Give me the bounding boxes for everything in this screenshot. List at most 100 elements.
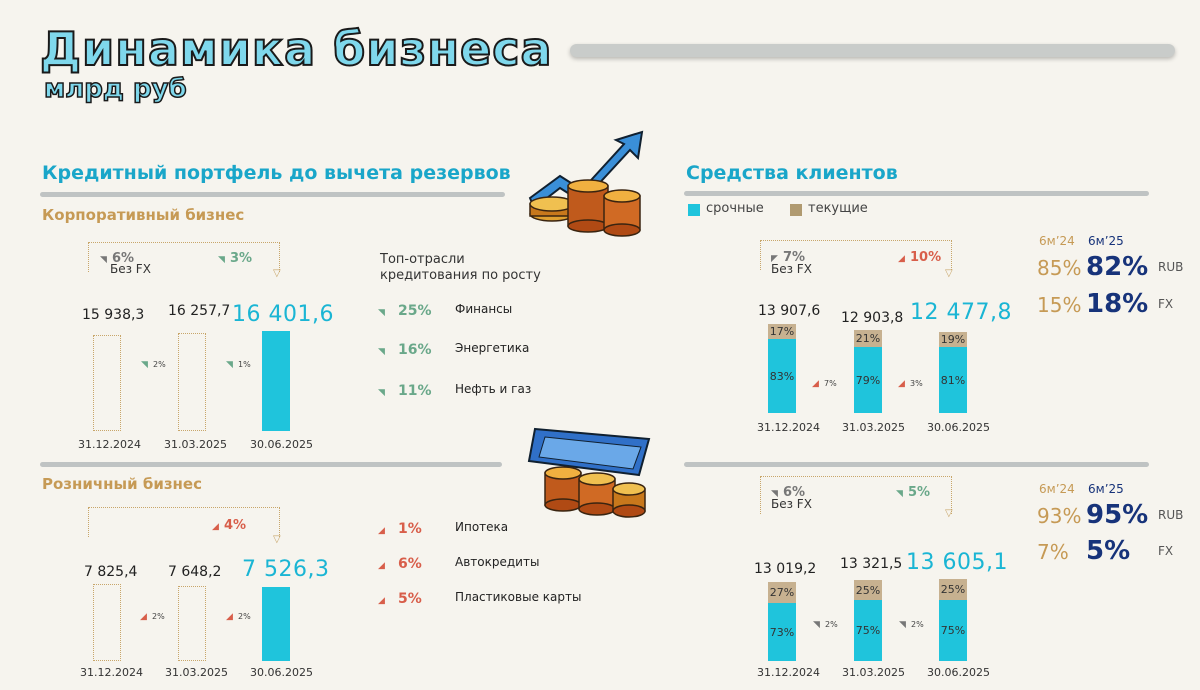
currency-label: FX [1158, 297, 1174, 311]
bar-segment-current: 25% [939, 579, 967, 600]
loans-title: Кредитный портфель до вычета резервов [42, 162, 511, 184]
step-change: ◥ 2% [141, 360, 166, 370]
product-row: ◢ 6% [378, 556, 422, 572]
bar-segment-current: 17% [768, 324, 796, 340]
deposits-title: Средства клиентов [686, 162, 898, 184]
value-label: 16 401,6 [232, 302, 334, 327]
change-bracket [88, 242, 280, 272]
value-label: 16 257,7 [168, 303, 231, 319]
period-head: 6м’24 [1039, 482, 1075, 496]
deposits-divider [684, 191, 1149, 196]
bar-segment-current: 27% [768, 582, 796, 604]
value-label: 13 321,5 [840, 556, 903, 572]
period-head: 6м’24 [1039, 234, 1075, 248]
share-rub-old: 93% [1037, 504, 1082, 528]
date-label: 30.06.2025 [927, 666, 990, 679]
without-fx-note: Без FX [771, 497, 812, 511]
bar [262, 331, 290, 431]
triangle-down-icon: ◥ [896, 489, 903, 499]
value-label: 7 648,2 [168, 564, 222, 580]
arrow-down-icon: ▽ [945, 268, 953, 279]
money-coins-icon [515, 415, 665, 523]
industry-label: Финансы [455, 302, 513, 316]
currency-label: RUB [1158, 508, 1184, 522]
step-change: ◥ 2% [813, 620, 838, 630]
triangle-down-icon: ◥ [218, 255, 225, 265]
bar-segment-term: 73% [768, 603, 796, 661]
total-change: ◤ 7% [771, 250, 806, 265]
product-row: ◢ 1% [378, 521, 422, 537]
currency-label: FX [1158, 544, 1174, 558]
value-label: 13 019,2 [754, 561, 817, 577]
date-label: 31.12.2024 [78, 438, 141, 451]
section-divider [40, 462, 502, 467]
date-label: 30.06.2025 [927, 421, 990, 434]
stacked-bar: 21% 79% [854, 330, 882, 413]
loans-divider [40, 192, 505, 197]
total-change: ◥ 6% [100, 251, 135, 266]
period-head: 6м’25 [1088, 234, 1124, 248]
triangle-up-icon: ◢ [898, 254, 905, 264]
recent-change: ◥ 5% [896, 485, 931, 500]
share-fx-old: 15% [1037, 293, 1082, 317]
share-rub-old: 85% [1037, 256, 1082, 280]
recent-change: ◢ 10% [898, 250, 942, 265]
share-rub-new: 82% [1086, 252, 1149, 282]
date-label: 31.12.2024 [757, 421, 820, 434]
stacked-bar: 19% 81% [939, 332, 967, 413]
value-label: 15 938,3 [82, 307, 145, 323]
industry-label: Энергетика [455, 341, 530, 355]
without-fx-note: Без FX [771, 262, 812, 276]
step-change: ◢ 7% [812, 379, 837, 389]
title-divider [570, 44, 1175, 57]
product-label: Автокредиты [455, 555, 540, 569]
stacked-bar: 17% 83% [768, 324, 796, 413]
date-label: 30.06.2025 [250, 666, 313, 679]
triangle-up-icon: ◢ [212, 522, 219, 532]
bar-segment-current: 25% [854, 580, 882, 601]
step-change: ◢ 3% [898, 379, 923, 389]
industry-row: ◥ 25% [378, 303, 432, 319]
coins-growth-icon [520, 128, 650, 240]
date-label: 31.03.2025 [164, 438, 227, 451]
industry-label: Нефть и газ [455, 382, 532, 396]
bar-segment-current: 21% [854, 330, 882, 348]
bar [178, 333, 206, 431]
value-label: 7 825,4 [84, 564, 138, 580]
product-label: Пластиковые карты [455, 590, 582, 604]
bar-segment-current: 19% [939, 332, 967, 348]
arrow-down-icon: ▽ [273, 534, 281, 545]
without-fx-note: Без FX [110, 262, 151, 276]
date-label: 31.03.2025 [842, 421, 905, 434]
bar-segment-term: 79% [854, 347, 882, 413]
product-row: ◢ 5% [378, 591, 422, 607]
step-change: ◥ 2% [899, 620, 924, 630]
share-fx-old: 7% [1037, 540, 1069, 564]
value-label: 12 477,8 [910, 300, 1012, 325]
step-change: ◥ 1% [226, 360, 251, 370]
industry-row: ◥ 16% [378, 342, 432, 358]
date-label: 31.03.2025 [165, 666, 228, 679]
change-bracket [760, 476, 952, 514]
step-change: ◢ 2% [226, 612, 251, 622]
legend-current-swatch [790, 204, 802, 216]
retail-title: Розничный бизнес [42, 475, 202, 493]
page-title: Динамика бизнеса [39, 21, 553, 77]
change-bracket [760, 240, 952, 270]
page-subtitle: млрд руб [43, 73, 187, 105]
legend-current-label: текущие [808, 201, 868, 216]
bar-segment-term: 75% [939, 599, 967, 661]
product-label: Ипотека [455, 520, 509, 534]
date-label: 31.12.2024 [757, 666, 820, 679]
bar-segment-term: 83% [768, 339, 796, 413]
value-label: 12 903,8 [841, 310, 904, 326]
date-label: 31.12.2024 [80, 666, 143, 679]
triangle-up-icon: ◤ [771, 254, 778, 264]
value-label: 13 907,6 [758, 303, 821, 319]
stacked-bar: 25% 75% [854, 580, 882, 661]
stacked-bar: 27% 73% [768, 582, 796, 661]
share-fx-new: 18% [1086, 289, 1149, 319]
value-label: 13 605,1 [906, 550, 1008, 575]
share-rub-new: 95% [1086, 500, 1149, 530]
bar-segment-term: 81% [939, 347, 967, 413]
